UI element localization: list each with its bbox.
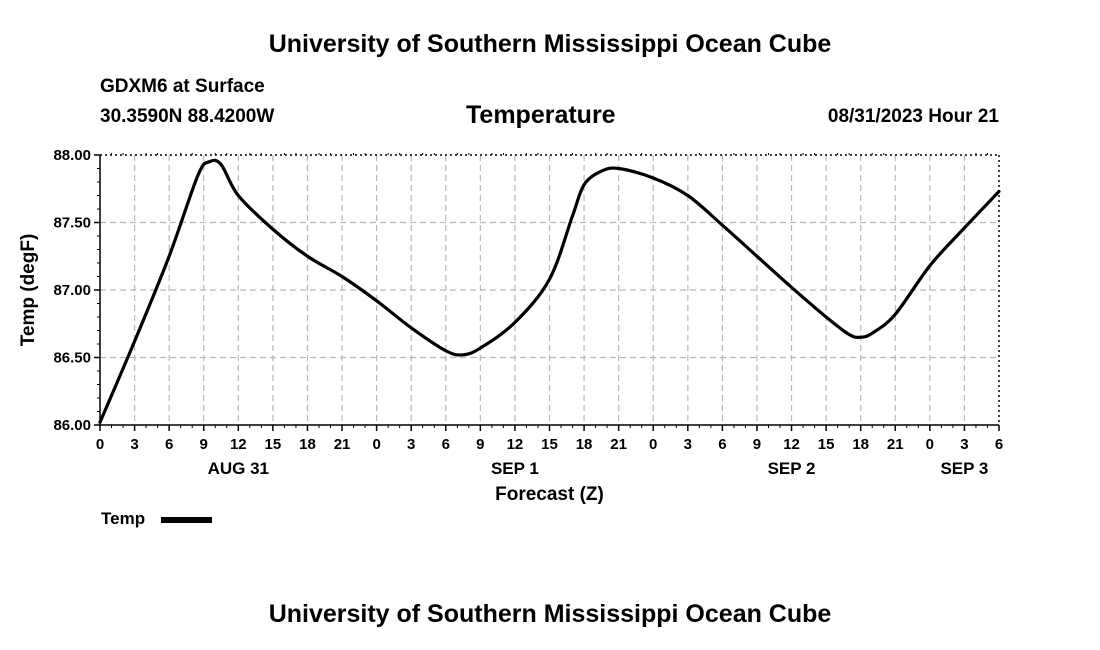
x-tick-label: 15 bbox=[818, 436, 835, 453]
x-tick-label: 18 bbox=[576, 436, 593, 453]
temp-series-line bbox=[98, 158, 1001, 424]
date-label: SEP 3 bbox=[940, 459, 988, 478]
x-tick-label: 0 bbox=[372, 436, 380, 453]
legend-line-swatch bbox=[161, 517, 212, 523]
x-tick-label: 9 bbox=[476, 436, 484, 453]
legend-label: Temp bbox=[101, 509, 146, 528]
x-tick-label: 18 bbox=[852, 436, 869, 453]
date-label: SEP 2 bbox=[768, 459, 816, 478]
x-tick-label: 3 bbox=[407, 436, 415, 453]
x-tick-label: 18 bbox=[299, 436, 316, 453]
x-tick-label: 6 bbox=[718, 436, 726, 453]
footer-title: University of Southern Mississippi Ocean… bbox=[268, 600, 832, 628]
station-label: GDXM6 at Surface bbox=[100, 76, 265, 97]
x-tick-label: 0 bbox=[926, 436, 934, 453]
x-tick-label: 21 bbox=[887, 436, 904, 453]
x-tick-label: 15 bbox=[265, 436, 282, 453]
y-axis-title: Temp (degF) bbox=[18, 234, 39, 347]
x-tick-label: 3 bbox=[684, 436, 692, 453]
x-tick-label: 21 bbox=[334, 436, 351, 453]
x-tick-label: 12 bbox=[230, 436, 247, 453]
x-tick-label: 6 bbox=[442, 436, 450, 453]
x-tick-label: 21 bbox=[610, 436, 627, 453]
x-tick-label: 12 bbox=[507, 436, 524, 453]
x-axis-title: Forecast (Z) bbox=[495, 484, 604, 505]
page-title: University of Southern Mississippi Ocean… bbox=[268, 30, 832, 58]
x-tick-label: 3 bbox=[960, 436, 968, 453]
y-tick-label: 86.50 bbox=[53, 350, 91, 367]
x-tick-label: 6 bbox=[165, 436, 173, 453]
x-tick-label: 15 bbox=[541, 436, 558, 453]
x-tick-label: 9 bbox=[200, 436, 208, 453]
date-label: SEP 1 bbox=[491, 459, 539, 478]
x-tick-label: 12 bbox=[783, 436, 800, 453]
date-label: AUG 31 bbox=[208, 459, 269, 478]
x-tick-label: 0 bbox=[649, 436, 657, 453]
x-tick-label: 0 bbox=[96, 436, 104, 453]
station-coordinates: 30.3590N 88.4200W bbox=[100, 106, 275, 127]
chart-title: Temperature bbox=[466, 101, 616, 129]
forecast-datetime: 08/31/2023 Hour 21 bbox=[827, 106, 999, 127]
y-tick-label: 86.00 bbox=[53, 417, 91, 434]
x-tick-label: 6 bbox=[995, 436, 1003, 453]
y-tick-label: 87.00 bbox=[53, 282, 91, 299]
y-tick-label: 87.50 bbox=[53, 215, 91, 232]
x-tick-label: 9 bbox=[753, 436, 761, 453]
y-tick-label: 88.00 bbox=[53, 147, 91, 164]
x-tick-label: 3 bbox=[130, 436, 138, 453]
